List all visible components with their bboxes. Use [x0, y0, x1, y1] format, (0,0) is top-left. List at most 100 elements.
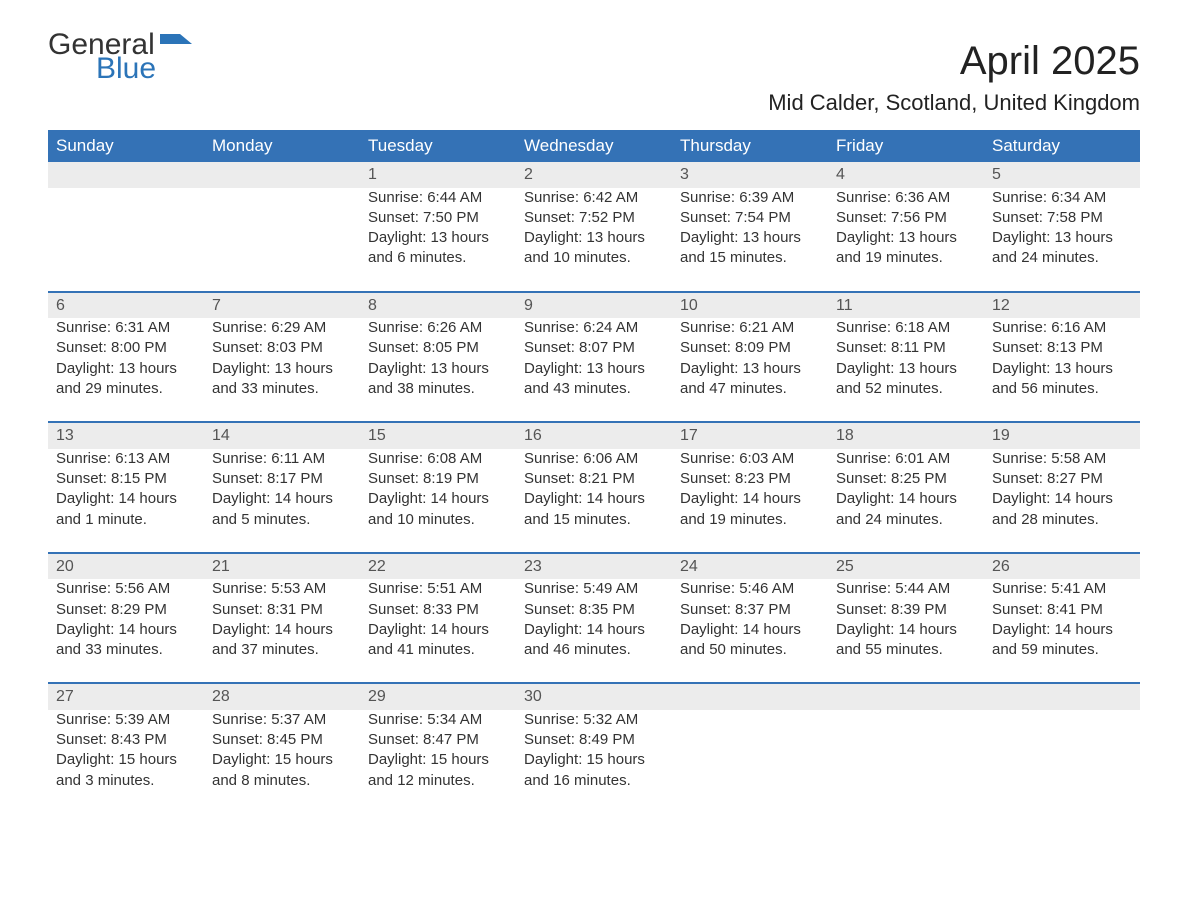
day-number: 3 — [672, 162, 828, 188]
day-number-row: 20212223242526 — [48, 554, 1140, 580]
day-cell: Sunrise: 5:49 AMSunset: 8:35 PMDaylight:… — [516, 579, 672, 682]
day-cell: Sunrise: 6:03 AMSunset: 8:23 PMDaylight:… — [672, 449, 828, 552]
sunrise-text: Sunrise: 6:11 AM — [212, 449, 352, 469]
sunset-text: Sunset: 8:41 PM — [992, 600, 1132, 620]
day-cell: Sunrise: 5:37 AMSunset: 8:45 PMDaylight:… — [204, 710, 360, 813]
day-number: 15 — [360, 423, 516, 449]
calendar-table: SundayMondayTuesdayWednesdayThursdayFrid… — [48, 130, 1140, 813]
sunset-text: Sunset: 8:19 PM — [368, 469, 508, 489]
day-cell: Sunrise: 5:58 AMSunset: 8:27 PMDaylight:… — [984, 449, 1140, 552]
daylight-text: Daylight: 14 hours and 59 minutes. — [992, 620, 1132, 661]
daylight-text: Daylight: 15 hours and 3 minutes. — [56, 750, 196, 791]
sunrise-text: Sunrise: 6:42 AM — [524, 188, 664, 208]
sunrise-text: Sunrise: 5:49 AM — [524, 579, 664, 599]
weekday-header: Friday — [828, 130, 984, 162]
day-cell: Sunrise: 6:29 AMSunset: 8:03 PMDaylight:… — [204, 318, 360, 421]
day-cell: Sunrise: 6:42 AMSunset: 7:52 PMDaylight:… — [516, 188, 672, 291]
day-cell: Sunrise: 6:34 AMSunset: 7:58 PMDaylight:… — [984, 188, 1140, 291]
day-number — [984, 684, 1140, 710]
weekday-header: Thursday — [672, 130, 828, 162]
day-number — [204, 162, 360, 188]
day-cell: Sunrise: 6:26 AMSunset: 8:05 PMDaylight:… — [360, 318, 516, 421]
daylight-text: Daylight: 15 hours and 8 minutes. — [212, 750, 352, 791]
day-number — [828, 684, 984, 710]
day-number: 4 — [828, 162, 984, 188]
day-cell: Sunrise: 6:08 AMSunset: 8:19 PMDaylight:… — [360, 449, 516, 552]
day-number: 22 — [360, 554, 516, 580]
day-cell — [828, 710, 984, 813]
sunrise-text: Sunrise: 5:58 AM — [992, 449, 1132, 469]
sunset-text: Sunset: 8:33 PM — [368, 600, 508, 620]
sunrise-text: Sunrise: 6:03 AM — [680, 449, 820, 469]
sunset-text: Sunset: 8:13 PM — [992, 338, 1132, 358]
daylight-text: Daylight: 13 hours and 56 minutes. — [992, 359, 1132, 400]
day-number: 14 — [204, 423, 360, 449]
sunrise-text: Sunrise: 5:53 AM — [212, 579, 352, 599]
weekday-header: Monday — [204, 130, 360, 162]
sunrise-text: Sunrise: 6:26 AM — [368, 318, 508, 338]
daylight-text: Daylight: 13 hours and 52 minutes. — [836, 359, 976, 400]
day-cell: Sunrise: 5:56 AMSunset: 8:29 PMDaylight:… — [48, 579, 204, 682]
day-number: 17 — [672, 423, 828, 449]
logo: General Blue — [48, 30, 194, 84]
daylight-text: Daylight: 14 hours and 15 minutes. — [524, 489, 664, 530]
sunset-text: Sunset: 8:05 PM — [368, 338, 508, 358]
day-cell: Sunrise: 5:32 AMSunset: 8:49 PMDaylight:… — [516, 710, 672, 813]
day-cell — [48, 188, 204, 291]
sunset-text: Sunset: 8:17 PM — [212, 469, 352, 489]
sunrise-text: Sunrise: 5:56 AM — [56, 579, 196, 599]
sunset-text: Sunset: 8:49 PM — [524, 730, 664, 750]
day-cell: Sunrise: 6:13 AMSunset: 8:15 PMDaylight:… — [48, 449, 204, 552]
day-number: 6 — [48, 293, 204, 319]
sunrise-text: Sunrise: 6:21 AM — [680, 318, 820, 338]
sunset-text: Sunset: 8:31 PM — [212, 600, 352, 620]
day-cell: Sunrise: 6:31 AMSunset: 8:00 PMDaylight:… — [48, 318, 204, 421]
sunrise-text: Sunrise: 6:34 AM — [992, 188, 1132, 208]
daylight-text: Daylight: 14 hours and 19 minutes. — [680, 489, 820, 530]
sunrise-text: Sunrise: 6:44 AM — [368, 188, 508, 208]
day-number: 25 — [828, 554, 984, 580]
day-cell: Sunrise: 5:41 AMSunset: 8:41 PMDaylight:… — [984, 579, 1140, 682]
daylight-text: Daylight: 15 hours and 16 minutes. — [524, 750, 664, 791]
day-cell: Sunrise: 6:24 AMSunset: 8:07 PMDaylight:… — [516, 318, 672, 421]
day-cell: Sunrise: 6:06 AMSunset: 8:21 PMDaylight:… — [516, 449, 672, 552]
daylight-text: Daylight: 15 hours and 12 minutes. — [368, 750, 508, 791]
sunset-text: Sunset: 7:56 PM — [836, 208, 976, 228]
day-cell: Sunrise: 6:16 AMSunset: 8:13 PMDaylight:… — [984, 318, 1140, 421]
day-number: 24 — [672, 554, 828, 580]
day-cell: Sunrise: 5:44 AMSunset: 8:39 PMDaylight:… — [828, 579, 984, 682]
day-number: 29 — [360, 684, 516, 710]
sunset-text: Sunset: 8:35 PM — [524, 600, 664, 620]
day-number: 7 — [204, 293, 360, 319]
day-number: 8 — [360, 293, 516, 319]
daylight-text: Daylight: 14 hours and 33 minutes. — [56, 620, 196, 661]
day-cell — [984, 710, 1140, 813]
sunrise-text: Sunrise: 6:13 AM — [56, 449, 196, 469]
sunrise-text: Sunrise: 6:31 AM — [56, 318, 196, 338]
day-cell: Sunrise: 6:21 AMSunset: 8:09 PMDaylight:… — [672, 318, 828, 421]
sunset-text: Sunset: 8:47 PM — [368, 730, 508, 750]
sunset-text: Sunset: 8:25 PM — [836, 469, 976, 489]
sunrise-text: Sunrise: 6:29 AM — [212, 318, 352, 338]
day-number: 27 — [48, 684, 204, 710]
daylight-text: Daylight: 14 hours and 5 minutes. — [212, 489, 352, 530]
daylight-text: Daylight: 13 hours and 24 minutes. — [992, 228, 1132, 269]
daylight-text: Daylight: 13 hours and 43 minutes. — [524, 359, 664, 400]
day-number: 9 — [516, 293, 672, 319]
day-cell: Sunrise: 6:36 AMSunset: 7:56 PMDaylight:… — [828, 188, 984, 291]
day-number: 13 — [48, 423, 204, 449]
day-content-row: Sunrise: 6:44 AMSunset: 7:50 PMDaylight:… — [48, 188, 1140, 291]
day-number-row: 27282930 — [48, 684, 1140, 710]
day-number: 19 — [984, 423, 1140, 449]
sunrise-text: Sunrise: 5:37 AM — [212, 710, 352, 730]
daylight-text: Daylight: 13 hours and 10 minutes. — [524, 228, 664, 269]
day-number — [672, 684, 828, 710]
daylight-text: Daylight: 14 hours and 37 minutes. — [212, 620, 352, 661]
day-number: 12 — [984, 293, 1140, 319]
page-subtitle: Mid Calder, Scotland, United Kingdom — [48, 90, 1140, 116]
daylight-text: Daylight: 13 hours and 29 minutes. — [56, 359, 196, 400]
daylight-text: Daylight: 14 hours and 46 minutes. — [524, 620, 664, 661]
sunrise-text: Sunrise: 5:32 AM — [524, 710, 664, 730]
header: General Blue April 2025 — [48, 30, 1140, 84]
day-content-row: Sunrise: 5:39 AMSunset: 8:43 PMDaylight:… — [48, 710, 1140, 813]
